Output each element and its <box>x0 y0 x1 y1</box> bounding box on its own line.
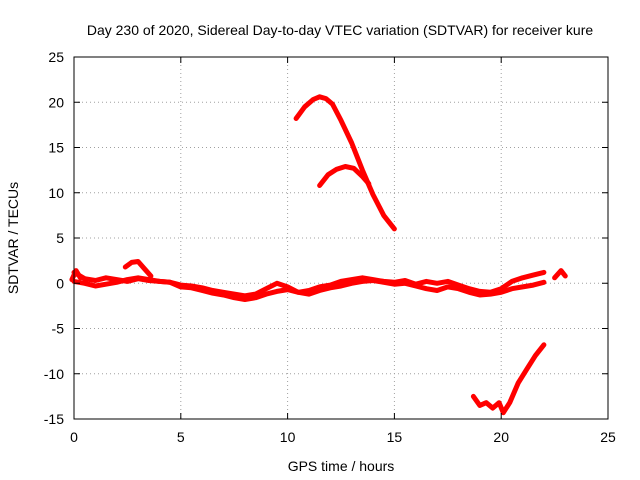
y-tick-label: 25 <box>48 49 64 65</box>
series-line-early-end <box>69 268 83 283</box>
y-tick-label: 20 <box>48 94 64 110</box>
series-line-baseline-b <box>71 275 547 302</box>
x-tick-label: 20 <box>493 429 509 445</box>
chart-title: Day 230 of 2020, Sidereal Day-to-day VTE… <box>87 22 593 38</box>
series-line-high-arc <box>293 94 397 232</box>
y-tick-label: -15 <box>44 411 64 427</box>
y-tick-label: 5 <box>56 230 64 246</box>
series-line-early-bump <box>122 259 154 279</box>
y-tick-label: -5 <box>52 321 65 337</box>
y-tick-label: 10 <box>48 185 64 201</box>
series-group <box>69 94 568 416</box>
y-tick-label: -10 <box>44 366 64 382</box>
x-tick-label: 25 <box>600 429 616 445</box>
x-tick-label: 0 <box>70 429 78 445</box>
series-line-mid-arc <box>317 164 372 188</box>
x-axis-label: GPS time / hours <box>288 458 395 474</box>
series-line-late-segment <box>552 268 568 281</box>
x-tick-label: 5 <box>177 429 185 445</box>
y-axis: -15 -10 -5 0 5 10 15 20 25 <box>44 49 608 427</box>
x-tick-label: 10 <box>280 429 296 445</box>
x-tick-label: 15 <box>387 429 403 445</box>
y-tick-label: 15 <box>48 140 64 156</box>
x-axis: 0 5 10 15 20 25 <box>70 57 616 445</box>
series-line-low-arc <box>470 342 547 416</box>
y-tick-label: 0 <box>56 275 64 291</box>
y-axis-label: SDTVAR / TECUs <box>5 182 21 294</box>
